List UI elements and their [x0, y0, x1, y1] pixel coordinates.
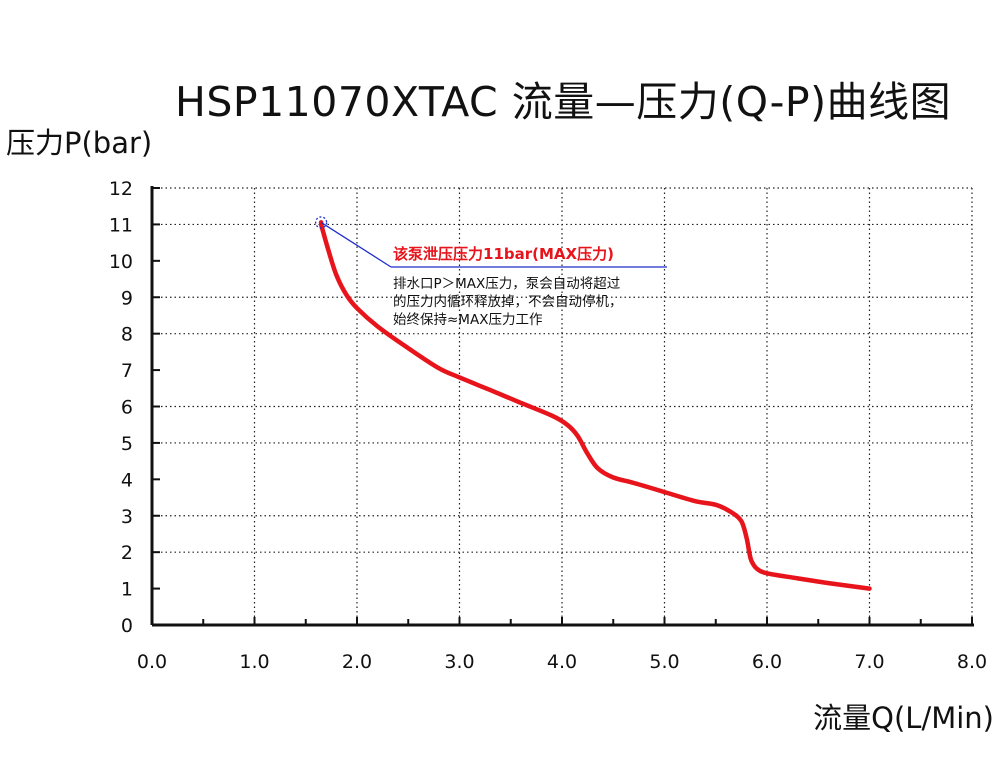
- x-tick-label: 7.0: [854, 651, 884, 673]
- annotation-leader: [320, 221, 392, 268]
- y-tick-label: 5: [121, 433, 133, 455]
- y-tick-label: 6: [121, 397, 133, 419]
- y-tick-label: 10: [109, 251, 133, 273]
- annotation-marker: [314, 216, 328, 229]
- tick-labels: 0.0 1.0 2.0 3.0 4.0 5.0 6.0 7.0 8.00123456789101…: [109, 178, 987, 673]
- y-tick-label: 8: [121, 324, 133, 346]
- y-tick-label: 9: [121, 287, 133, 309]
- series-layer: [318, 222, 872, 591]
- annotation: 该泵泄压压力11bar(MAX压力) 排水口P＞MAX压力，泵会自动将超过的压力内…: [314, 216, 667, 328]
- y-tick-label: 0: [121, 615, 133, 637]
- y-tick-label: 4: [121, 469, 133, 491]
- y-axis-label: 压力P(bar): [6, 126, 153, 160]
- x-tick-label: 3.0: [444, 651, 474, 673]
- x-tick-label: 8.0: [957, 651, 987, 673]
- y-tick-label: 7: [121, 360, 133, 382]
- x-tick-label: 0.0: [137, 651, 167, 673]
- grid-lines: [152, 187, 973, 625]
- x-axis-label: 流量Q(L/Min): [813, 701, 994, 735]
- annotation-text-line: 的压力内循环释放掉，不会自动停机，: [393, 293, 623, 310]
- x-tick-label: 1.0: [239, 651, 269, 673]
- x-tick-label: 6.0: [752, 651, 782, 673]
- y-tick-label: 3: [121, 506, 133, 528]
- x-tick-label: 2.0: [342, 651, 372, 673]
- y-tick-label: 11: [109, 214, 133, 236]
- annotation-text-line: 始终保持≈MAX压力工作: [393, 312, 542, 328]
- series-line: [318, 222, 872, 591]
- annotation-title: 该泵泄压压力11bar(MAX压力): [393, 245, 614, 263]
- y-tick-label: 12: [109, 178, 133, 200]
- y-tick-label: 1: [121, 579, 133, 601]
- axes: [150, 186, 974, 627]
- y-tick-label: 2: [121, 542, 133, 564]
- annotation-text-line: 排水口P＞MAX压力，泵会自动将超过: [393, 276, 621, 292]
- chart-title: HSP11070XTAC 流量—压力(Q-P)曲线图: [175, 78, 952, 126]
- x-tick-label: 5.0: [649, 651, 679, 673]
- x-tick-label: 4.0: [547, 651, 577, 673]
